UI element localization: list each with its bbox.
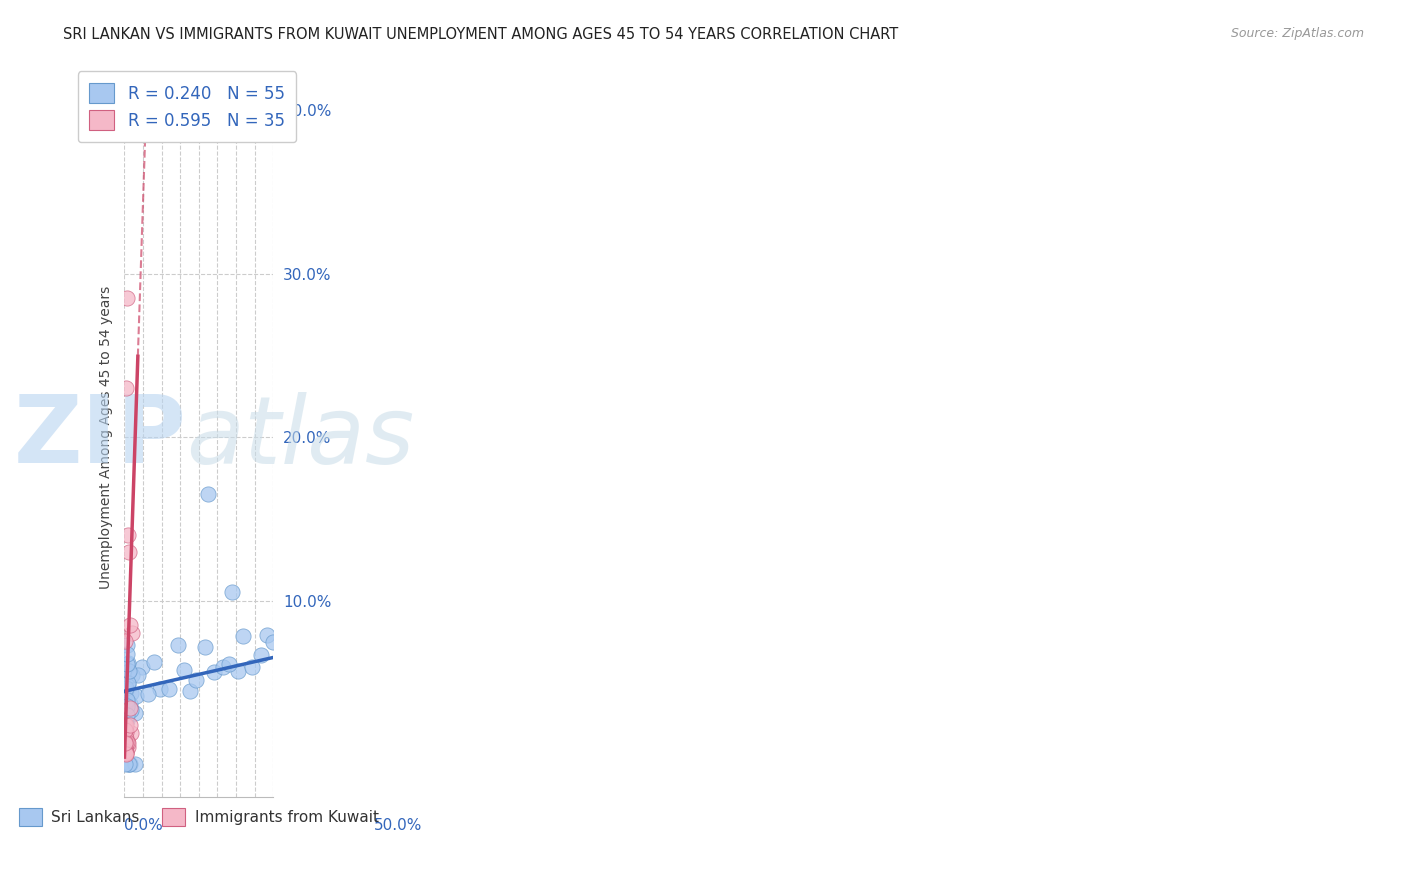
Point xyxy=(125,689,148,703)
Point xyxy=(114,746,136,760)
Point xyxy=(120,726,142,740)
Text: 50.0%: 50.0% xyxy=(374,818,422,833)
Point xyxy=(117,736,139,750)
Point xyxy=(115,381,138,395)
Point xyxy=(197,487,219,501)
Point xyxy=(117,656,139,670)
Point xyxy=(114,757,136,772)
Point xyxy=(115,291,138,305)
Point xyxy=(149,681,172,696)
Point xyxy=(115,662,138,676)
Point xyxy=(120,704,142,718)
Point xyxy=(115,638,138,652)
Point xyxy=(221,585,243,599)
Point xyxy=(118,664,141,678)
Point xyxy=(118,757,141,772)
Point xyxy=(114,685,136,699)
Point xyxy=(117,739,139,754)
Point xyxy=(114,724,136,739)
Point xyxy=(143,655,166,669)
Point xyxy=(114,731,136,746)
Point xyxy=(121,626,143,640)
Point xyxy=(211,659,233,673)
Point xyxy=(115,707,138,722)
Point xyxy=(114,729,136,743)
Point xyxy=(114,737,136,751)
Point xyxy=(121,667,143,681)
Legend: Sri Lankans, Immigrants from Kuwait: Sri Lankans, Immigrants from Kuwait xyxy=(13,801,385,832)
Y-axis label: Unemployment Among Ages 45 to 54 years: Unemployment Among Ages 45 to 54 years xyxy=(100,285,114,589)
Point xyxy=(120,701,142,715)
Point xyxy=(114,723,136,738)
Point xyxy=(115,693,138,707)
Point xyxy=(114,634,136,648)
Point xyxy=(194,640,217,654)
Point xyxy=(136,687,159,701)
Point xyxy=(131,660,153,674)
Point xyxy=(114,738,136,752)
Point xyxy=(114,743,136,757)
Point xyxy=(115,734,138,748)
Point xyxy=(202,665,225,680)
Point xyxy=(114,733,136,747)
Point xyxy=(117,657,139,671)
Point xyxy=(115,733,138,747)
Point xyxy=(262,634,284,648)
Point xyxy=(114,707,136,722)
Point xyxy=(120,698,142,712)
Point xyxy=(115,695,138,709)
Point xyxy=(256,628,278,642)
Point xyxy=(117,677,139,691)
Point xyxy=(117,666,139,681)
Point xyxy=(127,667,149,681)
Point xyxy=(115,682,138,697)
Text: Source: ZipAtlas.com: Source: ZipAtlas.com xyxy=(1230,27,1364,40)
Point xyxy=(120,686,142,700)
Point xyxy=(114,734,136,748)
Point xyxy=(117,698,139,713)
Point xyxy=(114,715,136,730)
Point xyxy=(115,723,138,737)
Text: atlas: atlas xyxy=(186,392,415,483)
Point xyxy=(114,698,136,712)
Point xyxy=(114,690,136,705)
Point xyxy=(115,747,138,762)
Point xyxy=(114,736,136,750)
Point xyxy=(218,657,240,671)
Point xyxy=(114,739,136,753)
Point xyxy=(184,673,207,688)
Point xyxy=(114,681,136,696)
Point xyxy=(124,757,146,772)
Point xyxy=(115,718,138,732)
Text: SRI LANKAN VS IMMIGRANTS FROM KUWAIT UNEMPLOYMENT AMONG AGES 45 TO 54 YEARS CORR: SRI LANKAN VS IMMIGRANTS FROM KUWAIT UNE… xyxy=(63,27,898,42)
Text: ZIP: ZIP xyxy=(13,391,186,483)
Point xyxy=(117,647,139,661)
Point xyxy=(114,745,136,759)
Point xyxy=(124,706,146,721)
Point xyxy=(114,740,136,755)
Point xyxy=(114,718,136,732)
Text: 0.0%: 0.0% xyxy=(125,818,163,833)
Point xyxy=(242,660,264,674)
Point xyxy=(117,675,139,690)
Point xyxy=(114,711,136,725)
Point xyxy=(117,528,139,542)
Point xyxy=(115,725,138,739)
Point xyxy=(114,735,136,749)
Point xyxy=(117,757,139,772)
Point xyxy=(118,544,141,558)
Point xyxy=(173,663,195,677)
Point xyxy=(118,718,141,732)
Point xyxy=(117,757,139,772)
Point xyxy=(226,664,249,678)
Point xyxy=(157,682,180,697)
Point xyxy=(232,629,254,643)
Point xyxy=(115,714,138,728)
Point xyxy=(120,618,142,632)
Point xyxy=(167,638,190,652)
Point xyxy=(250,648,273,662)
Point xyxy=(114,746,136,760)
Point xyxy=(179,683,201,698)
